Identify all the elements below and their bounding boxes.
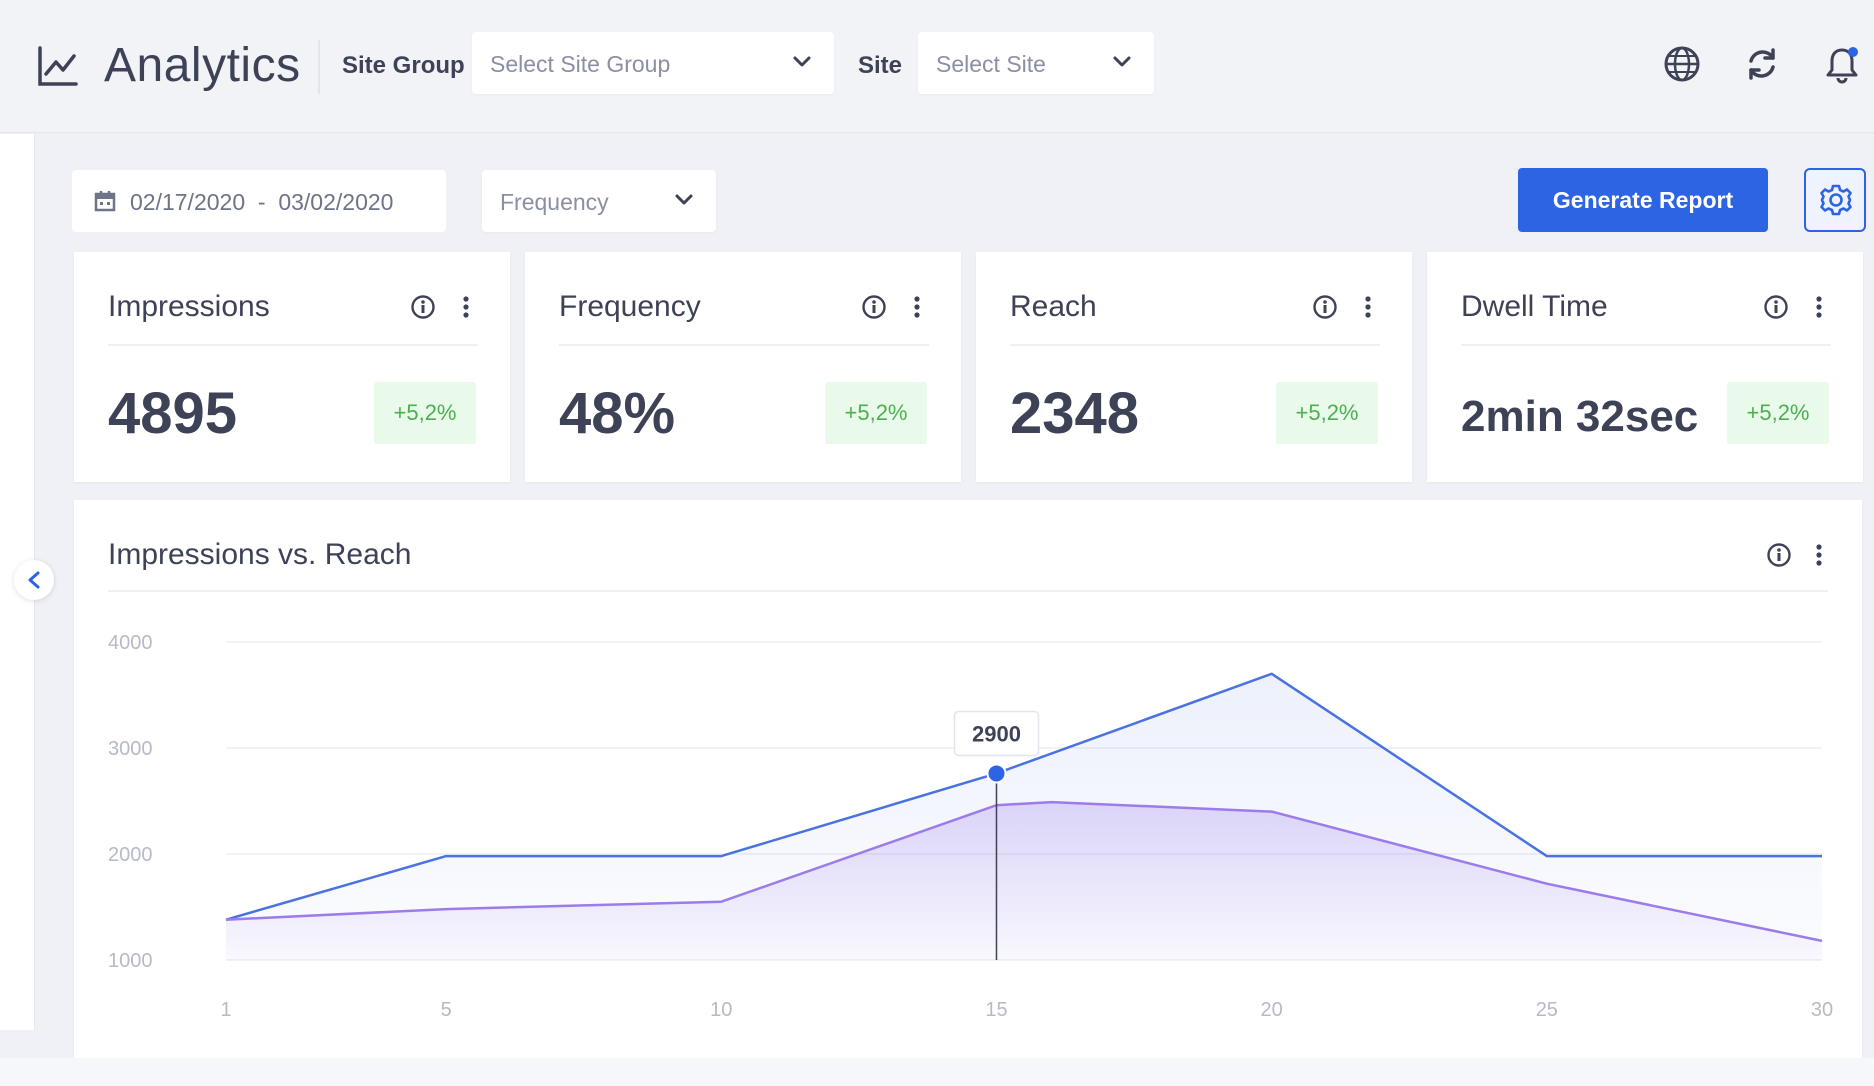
calendar-icon [94,191,116,212]
card-divider [1461,344,1831,346]
gear-icon [1820,184,1852,216]
chevron-down-icon [793,56,811,67]
kpi-card-reach: Reach 2348 +5,2% [976,252,1412,482]
info-icon[interactable] [1763,294,1789,320]
chevron-down-icon [1113,56,1131,67]
card-divider [1010,344,1380,346]
collapse-sidebar-button[interactable] [14,560,54,600]
bell-icon[interactable] [1822,44,1862,84]
impressions-vs-reach-card: Impressions vs. Reach 4000 3000 2000 1000 1 5… [74,500,1862,1060]
header-divider [318,40,320,94]
info-icon[interactable] [861,294,887,320]
delta-badge: +5,2% [825,382,927,444]
more-vertical-icon[interactable] [913,294,921,320]
card-value: 48% [559,381,676,446]
card-title: Impressions [108,290,270,323]
app-title: Analytics [104,39,301,92]
x-tick-label: 1 [220,999,231,1021]
site-group-label: Site Group [342,52,465,79]
kpi-card-dwell-time: Dwell Time 2min 32sec +5,2% [1427,252,1863,482]
info-icon[interactable] [410,294,436,320]
hover-point[interactable] [986,763,1007,784]
site-placeholder: Select Site [936,51,1046,77]
card-value: 2348 [1010,381,1140,446]
chart-title: Impressions vs. Reach [108,538,412,571]
delta-badge: +5,2% [1276,382,1378,444]
frequency-dropdown[interactable]: Frequency [482,170,716,232]
more-vertical-icon[interactable] [1364,294,1372,320]
tooltip-box [953,710,1040,757]
top-bar: Analytics Site Group Select Site Group S… [0,0,1874,133]
notification-dot [1848,47,1858,57]
chart-divider [108,590,1828,592]
card-title: Frequency [559,290,701,323]
delta-badge: +5,2% [1727,382,1829,444]
card-divider [559,344,929,346]
x-tick-label: 30 [1811,999,1833,1021]
line-chart-icon [38,46,78,86]
card-value: 2min 32sec [1461,392,1699,441]
settings-button[interactable] [1804,168,1866,232]
date-range-picker[interactable]: 02/17/2020 - 03/02/2020 [72,170,446,232]
series-2-line [225,800,1823,943]
more-vertical-icon[interactable] [462,294,470,320]
kpi-card-frequency: Frequency 48% +5,2% [525,252,961,482]
site-label: Site [858,52,903,79]
date-range-text: 02/17/2020 - 03/02/2020 [130,189,394,215]
card-value: 4895 [108,381,238,446]
y-tick-label: 1000 [108,950,153,972]
y-tick-label: 2000 [108,844,153,866]
tooltip-value: 2900 [972,721,1021,746]
delta-badge: +5,2% [374,382,476,444]
series-2-area [226,802,1822,960]
y-tick-label: 3000 [108,738,153,760]
more-vertical-icon[interactable] [1815,542,1823,568]
card-title: Dwell Time [1461,290,1608,323]
site-group-placeholder: Select Site Group [490,51,671,77]
frequency-placeholder: Frequency [500,189,609,215]
x-tick-label: 15 [985,999,1007,1021]
more-vertical-icon[interactable] [1815,294,1823,320]
globe-icon[interactable] [1662,44,1702,84]
chevron-down-icon [675,194,693,205]
kpi-card-impressions: Impressions 4895 +5,2% [74,252,510,482]
x-tick-label: 10 [710,999,732,1021]
x-tick-label: 20 [1261,999,1283,1021]
refresh-icon[interactable] [1742,44,1782,84]
card-title: Reach [1010,290,1097,323]
y-tick-label: 4000 [108,632,153,654]
info-icon[interactable] [1766,542,1792,568]
site-dropdown[interactable]: Select Site [918,32,1154,94]
info-icon[interactable] [1312,294,1338,320]
chevron-left-icon [28,571,40,589]
page-bottom [0,1058,1874,1086]
generate-report-button[interactable]: Generate Report [1518,168,1768,232]
x-tick-label: 5 [441,999,452,1021]
site-group-dropdown[interactable]: Select Site Group [472,32,834,94]
card-divider [108,344,478,346]
x-tick-label: 25 [1536,999,1558,1021]
